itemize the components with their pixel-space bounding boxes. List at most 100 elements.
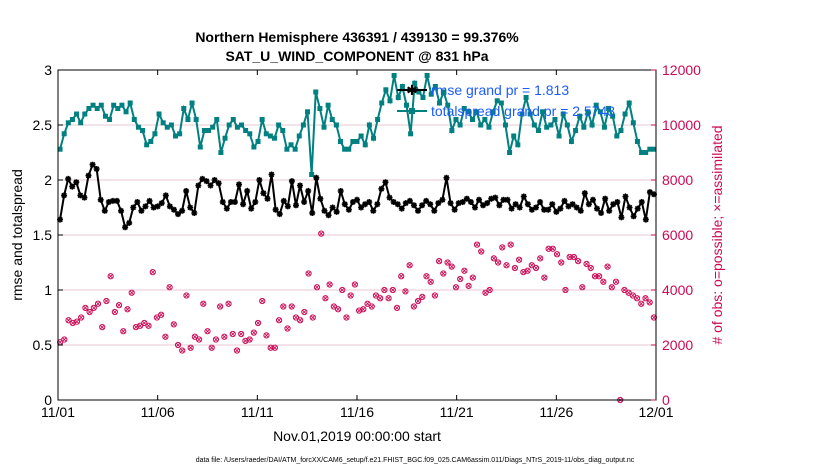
rmse-point (557, 205, 564, 212)
obs-point (486, 286, 493, 294)
totalspread-point (560, 111, 566, 117)
obs-point-cross (571, 254, 576, 260)
totalspread-point (267, 133, 273, 139)
obs-point-circle (288, 303, 295, 310)
obs-point-circle (86, 308, 93, 316)
obs-point-cross (154, 315, 160, 320)
rmse-point (386, 194, 393, 201)
obs-point (254, 319, 262, 327)
obs-point-cross (142, 320, 147, 326)
obs-point-cross (449, 264, 454, 269)
obs-point-cross (138, 323, 143, 328)
rmse-point (272, 206, 279, 213)
rmse-point (573, 204, 580, 211)
rmse-point (329, 204, 336, 211)
obs-point (591, 273, 599, 280)
rmse-point (374, 201, 381, 208)
obs-point-cross (260, 298, 265, 304)
y-left-tick-label: 2 (44, 172, 52, 188)
obs-point-circle (393, 304, 401, 311)
obs-point (330, 303, 337, 310)
obs-point-circle (141, 319, 148, 327)
obs-point-cross (192, 334, 197, 339)
totalspread-point (164, 124, 170, 130)
x-tick-label: 11/06 (141, 404, 175, 420)
obs-point-cross (643, 296, 648, 301)
obs-point-cross (424, 274, 429, 279)
legend-spread-marker (409, 108, 415, 114)
obs-point-circle (377, 295, 384, 302)
totalspread-point (482, 117, 488, 122)
totalspread-point (639, 150, 645, 155)
legend-rmse-marker: ✱ (406, 82, 418, 98)
obs-point-cross (512, 265, 518, 271)
obs-point-circle (120, 328, 127, 335)
obs-point-cross (563, 287, 568, 293)
totalspread-point (441, 89, 447, 95)
obs-point-circle (503, 262, 510, 269)
obs-point-circle (541, 274, 548, 281)
totalspread-point (181, 106, 187, 111)
obs-point (305, 270, 312, 277)
rmse-point (134, 199, 141, 205)
obs-point (174, 341, 182, 349)
obs-point-circle (621, 286, 628, 294)
obs-point-cross (470, 275, 475, 280)
rmse-point (390, 199, 397, 205)
obs-point-cross (323, 296, 328, 301)
totalspread-point (498, 100, 504, 106)
rmse-point (77, 192, 84, 199)
rmse-point (358, 204, 365, 211)
obs-point (187, 344, 194, 351)
obs-point-circle (511, 264, 519, 272)
obs-point-circle (596, 273, 603, 280)
totalspread-point (507, 150, 513, 155)
obs-point-circle (221, 333, 228, 340)
rmse-point (606, 207, 613, 214)
rmse-point (260, 190, 267, 197)
obs-point (465, 282, 472, 289)
obs-point-circle (238, 330, 245, 338)
obs-point (579, 284, 586, 291)
obs-point (549, 245, 556, 252)
obs-point-circle (73, 318, 81, 325)
obs-point (153, 314, 161, 321)
rmse-point (309, 210, 316, 216)
rmse-series (57, 161, 657, 231)
obs-point-cross (630, 293, 635, 298)
obs-point-cross (626, 290, 631, 295)
obs-point (259, 297, 266, 305)
rmse-point (642, 216, 649, 223)
rmse-point (504, 196, 511, 203)
rmse-point (553, 208, 560, 215)
obs-point-cross (205, 329, 210, 334)
rmse-point (366, 199, 373, 205)
obs-point (596, 273, 603, 280)
obs-point-circle (65, 317, 72, 324)
totalspread-point (263, 131, 269, 137)
rmse-point (240, 201, 247, 208)
obs-point-circle (309, 314, 316, 321)
totalspread-point (531, 122, 537, 128)
obs-point-circle (301, 308, 308, 316)
obs-point (478, 248, 485, 255)
totalspread-point (69, 117, 75, 122)
rmse-point (354, 196, 360, 203)
totalspread-point (403, 102, 409, 108)
obs-point-circle (61, 336, 68, 343)
obs-point-circle (233, 347, 241, 354)
rmse-point (545, 206, 552, 213)
obs-point-cross (634, 296, 640, 301)
obs-point-circle (275, 317, 283, 324)
rmse-point (195, 182, 202, 189)
rmse-point (138, 207, 145, 214)
obs-point (406, 262, 413, 269)
totalspread-point (201, 128, 207, 133)
totalspread-point (375, 117, 381, 122)
obs-point-cross (458, 276, 463, 282)
totalspread-point (457, 122, 463, 128)
obs-point (385, 295, 392, 302)
totalspread-point (78, 120, 84, 126)
obs-point-cross (500, 245, 505, 250)
obs-point (343, 314, 350, 321)
